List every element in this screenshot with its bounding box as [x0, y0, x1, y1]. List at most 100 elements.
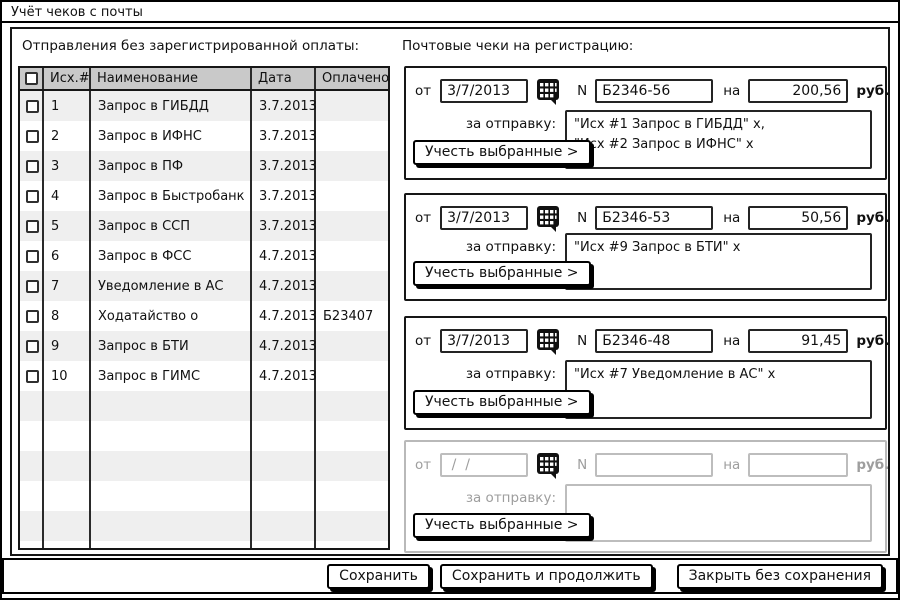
row-num-cell: 10: [51, 368, 68, 384]
calendar-icon[interactable]: [536, 452, 560, 479]
row-checkbox[interactable]: [25, 159, 39, 173]
table-row[interactable]: 9 Запрос в БТИ 4.7.2013: [20, 331, 388, 361]
row-date-cell: 3.7.2013: [259, 158, 316, 174]
column-header-paid: Оплачено: [322, 71, 388, 86]
za-otpravku-label: за отправку:: [465, 366, 556, 382]
table-row[interactable]: 5 Запрос в ССП 3.7.2013: [20, 211, 388, 241]
table-row[interactable]: 10 Запрос в ГИМС 4.7.2013: [20, 361, 388, 391]
row-checkbox[interactable]: [25, 309, 39, 323]
amount-input[interactable]: [748, 206, 849, 230]
check-group-2: от N на руб. за отправку: "Исх #9 Запрос…: [404, 193, 889, 301]
row-date-cell: 3.7.2013: [259, 128, 316, 144]
row-checkbox-cell: [20, 219, 44, 233]
column-header-date: Дата: [252, 68, 316, 89]
row-name-cell: Запрос в Быстробанк: [98, 188, 245, 204]
amount-input[interactable]: [748, 79, 849, 103]
amount-input[interactable]: [748, 453, 849, 477]
calendar-icon[interactable]: [536, 78, 560, 105]
currency-label: руб.: [856, 457, 890, 473]
amount-label: на: [723, 457, 741, 473]
row-date-cell: 3.7.2013: [259, 188, 316, 204]
header-checkbox-cell: [20, 68, 44, 89]
date-input[interactable]: [440, 453, 529, 477]
number-label: N: [577, 333, 588, 349]
row-num-cell: 1: [51, 98, 60, 114]
number-label: N: [577, 457, 588, 473]
save-button[interactable]: Сохранить: [327, 563, 430, 589]
column-lines: [20, 91, 388, 548]
date-input[interactable]: [440, 206, 529, 230]
amount-label: на: [723, 210, 741, 226]
row-date-cell: 4.7.2013: [259, 278, 316, 294]
row-checkbox-cell: [20, 159, 44, 173]
row-checkbox[interactable]: [25, 339, 39, 353]
table-row[interactable]: 4 Запрос в Быстробанк 3.7.2013: [20, 181, 388, 211]
row-num-cell: 3: [51, 158, 60, 174]
apply-selected-button[interactable]: Учесть выбранные >: [413, 261, 591, 286]
row-date-cell: 4.7.2013: [259, 368, 316, 384]
row-date-cell: 4.7.2013: [259, 338, 316, 354]
row-checkbox[interactable]: [25, 189, 39, 203]
row-num-cell: 4: [51, 188, 60, 204]
row-checkbox[interactable]: [25, 99, 39, 113]
za-otpravku-label: за отправку:: [465, 116, 556, 132]
receipt-number-input[interactable]: [595, 329, 714, 353]
select-all-checkbox[interactable]: [24, 72, 38, 85]
row-checkbox[interactable]: [25, 369, 39, 383]
row-checkbox-cell: [20, 189, 44, 203]
column-header-num: Исх.#: [44, 68, 91, 89]
close-without-saving-button[interactable]: Закрыть без сохранения: [676, 563, 883, 589]
row-checkbox-cell: [20, 99, 44, 113]
linked-items-textarea[interactable]: [565, 484, 872, 542]
table-row[interactable]: 6 Запрос в ФСС 4.7.2013: [20, 241, 388, 271]
linked-items-textarea[interactable]: "Исх #9 Запрос в БТИ" x: [565, 233, 872, 290]
table-row[interactable]: 2 Запрос в ИФНС 3.7.2013: [20, 121, 388, 151]
receipt-number-input[interactable]: [595, 206, 714, 230]
date-input[interactable]: [440, 329, 529, 353]
row-name-cell: Запрос в ФСС: [98, 248, 192, 264]
row-checkbox-cell: [20, 129, 44, 143]
row-num-cell: 2: [51, 128, 60, 144]
table-rows: 1 Запрос в ГИБДД 3.7.2013 2 Запрос в ИФН…: [20, 91, 388, 548]
row-name-cell: Запрос в ССП: [98, 218, 191, 234]
row-checkbox-cell: [20, 369, 44, 383]
table-row[interactable]: 8 Ходатайство о 4.7.2013 Б23407: [20, 301, 388, 331]
save-and-continue-button[interactable]: Сохранить и продолжить: [439, 563, 653, 589]
receipt-number-input[interactable]: [595, 453, 714, 477]
amount-input[interactable]: [748, 329, 849, 353]
apply-selected-button[interactable]: Учесть выбранные >: [413, 513, 591, 538]
from-label: от: [415, 457, 432, 473]
receipts-section-label: Почтовые чеки на регистрацию:: [402, 38, 634, 54]
linked-items-textarea[interactable]: "Исх #7 Уведомление в АС" x: [565, 360, 872, 419]
za-otpravku-label: за отправку:: [465, 490, 556, 506]
window-title: Учёт чеков с почты: [11, 5, 143, 20]
table-row[interactable]: 3 Запрос в ПФ 3.7.2013: [20, 151, 388, 181]
amount-label: на: [723, 333, 741, 349]
row-checkbox[interactable]: [25, 279, 39, 293]
currency-label: руб.: [856, 83, 890, 99]
row-date-cell: 4.7.2013: [259, 248, 316, 264]
apply-selected-button[interactable]: Учесть выбранные >: [413, 140, 591, 165]
row-checkbox[interactable]: [25, 219, 39, 233]
from-label: от: [415, 210, 432, 226]
calendar-icon[interactable]: [536, 328, 560, 355]
table-row[interactable]: 7 Уведомление в АС 4.7.2013: [20, 271, 388, 301]
check-group-3: от N на руб. за отправку: "Исх #7 Уведом…: [404, 316, 889, 430]
row-checkbox[interactable]: [25, 129, 39, 143]
shipments-section-label: Отправления без зарегистрированной оплат…: [22, 38, 360, 54]
row-paid-cell: Б23407: [323, 308, 374, 324]
date-input[interactable]: [440, 79, 529, 103]
linked-items-textarea[interactable]: "Исх #1 Запрос в ГИБДД" x, "Исх #2 Запро…: [565, 110, 872, 169]
main-panel: Отправления без зарегистрированной оплат…: [10, 27, 890, 556]
number-label: N: [577, 83, 588, 99]
apply-selected-button[interactable]: Учесть выбранные >: [413, 390, 591, 415]
calendar-icon[interactable]: [536, 205, 560, 232]
column-header-name: Наименование: [91, 68, 252, 89]
receipt-number-input[interactable]: [595, 79, 714, 103]
row-name-cell: Запрос в ГИМС: [98, 368, 201, 384]
row-num-cell: 7: [51, 278, 60, 294]
table-row[interactable]: 1 Запрос в ГИБДД 3.7.2013: [20, 91, 388, 121]
row-date-cell: 4.7.2013: [259, 308, 316, 324]
from-label: от: [415, 83, 432, 99]
row-checkbox[interactable]: [25, 249, 39, 263]
